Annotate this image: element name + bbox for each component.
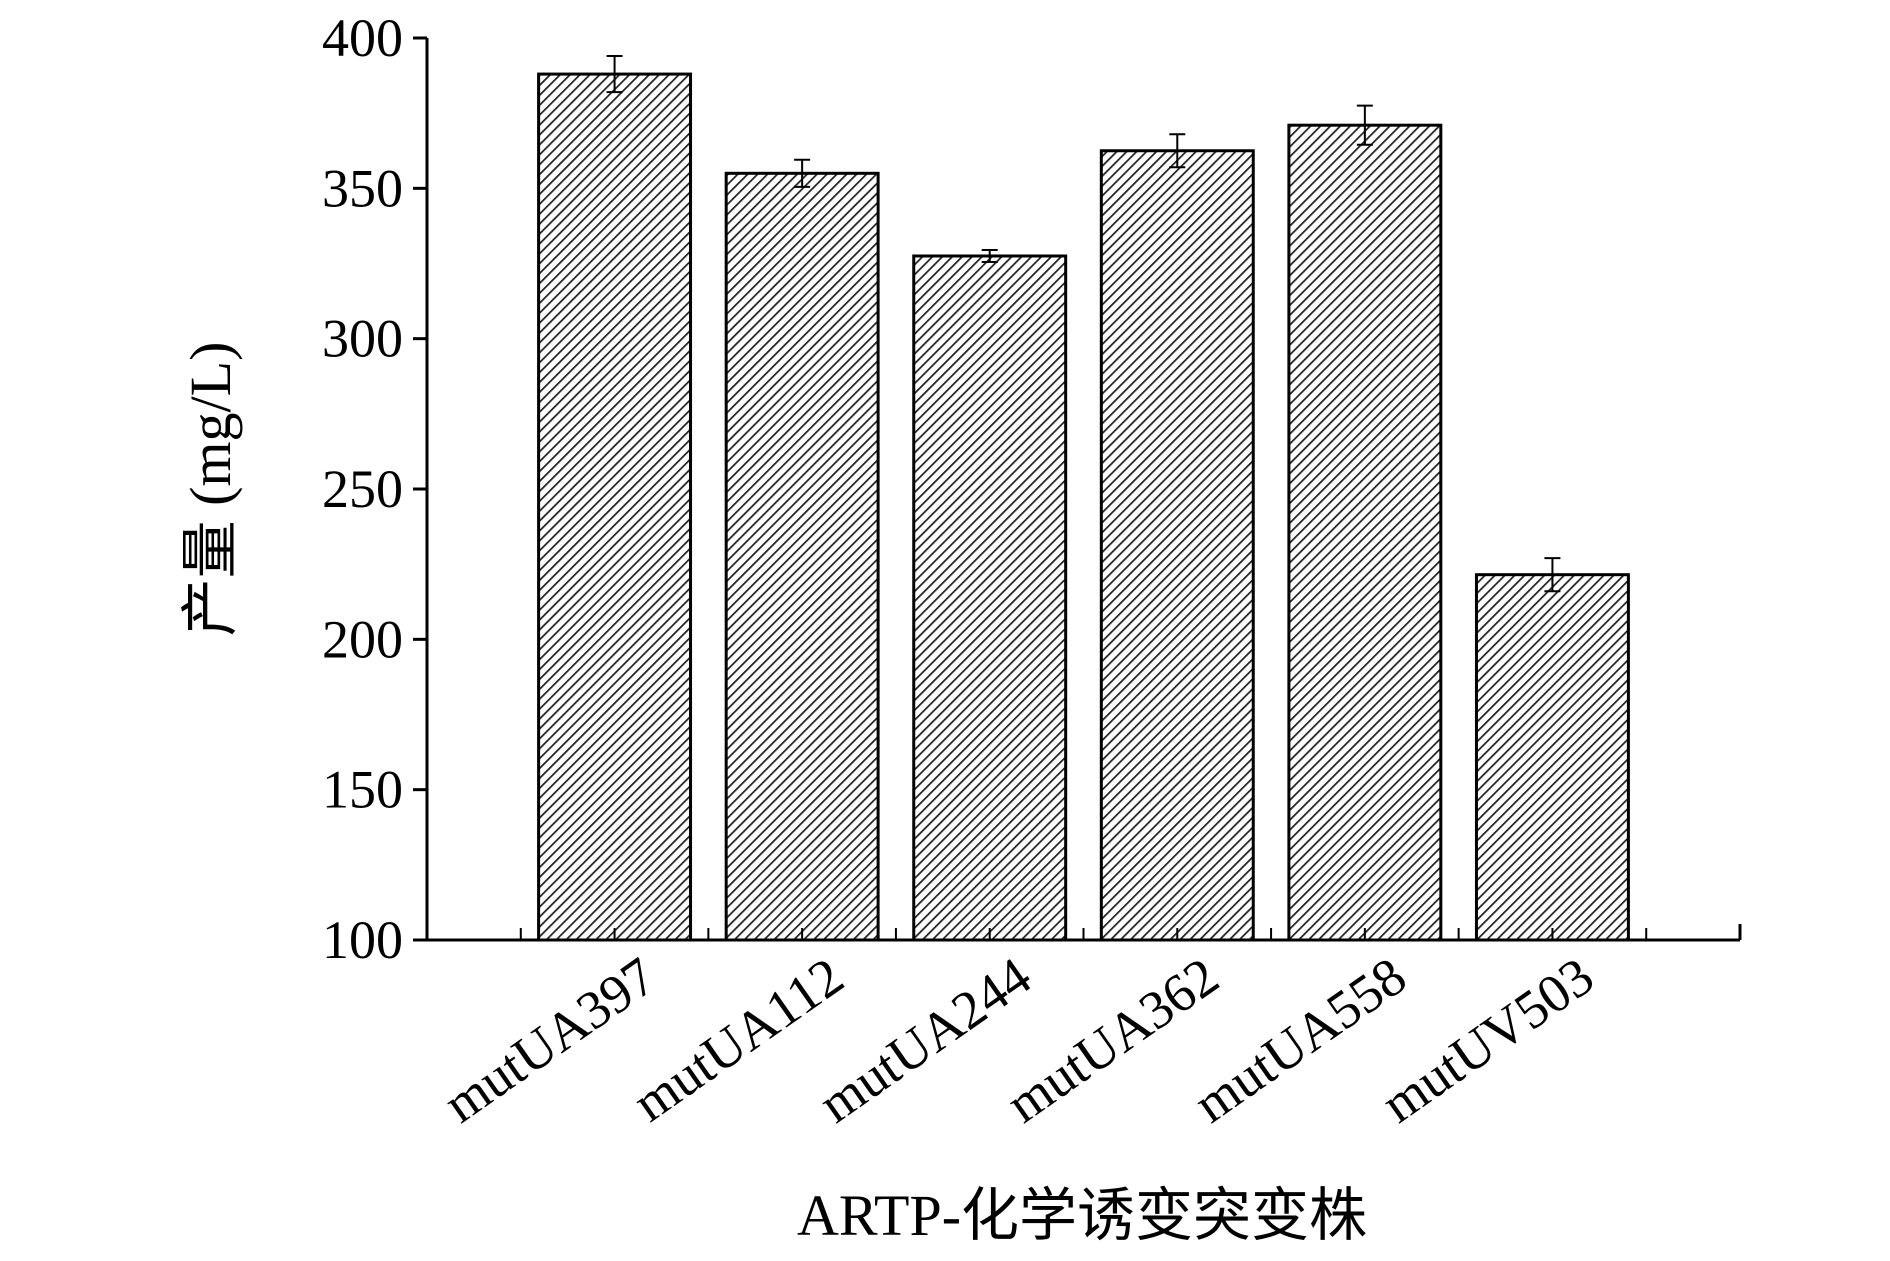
x-tick-label: mutUA397 — [433, 946, 666, 1135]
bar — [537, 72, 693, 942]
error-bar — [606, 55, 623, 94]
y-axis-title: 产量 (mg/L) — [178, 342, 243, 637]
x-tick-label: mutUA112 — [622, 946, 854, 1133]
x-tick-label: mutUV503 — [1371, 946, 1604, 1135]
x-tick-label: mutUA244 — [808, 946, 1041, 1135]
x-tick-label: mutUA362 — [996, 946, 1229, 1135]
bar — [912, 254, 1068, 942]
bar — [1099, 149, 1255, 942]
error-bar — [1544, 557, 1561, 593]
error-bar — [1169, 133, 1186, 169]
bar — [724, 171, 880, 942]
error-bar — [1356, 104, 1373, 146]
error-bar — [794, 158, 811, 188]
x-tick-label: mutUA558 — [1183, 946, 1416, 1135]
x-axis-title: ARTP-化学诱变突变株 — [797, 1183, 1367, 1248]
y-tick-label: 150 — [322, 760, 403, 820]
y-tick-label: 300 — [322, 309, 403, 369]
y-tick-label: 350 — [322, 158, 403, 218]
y-tick-label: 400 — [322, 8, 403, 68]
bar — [1287, 123, 1443, 942]
y-tick-label: 250 — [322, 459, 403, 519]
y-tick-label: 100 — [322, 910, 403, 970]
error-bar — [981, 248, 998, 263]
y-tick-label: 200 — [322, 609, 403, 669]
bar — [1474, 573, 1630, 942]
